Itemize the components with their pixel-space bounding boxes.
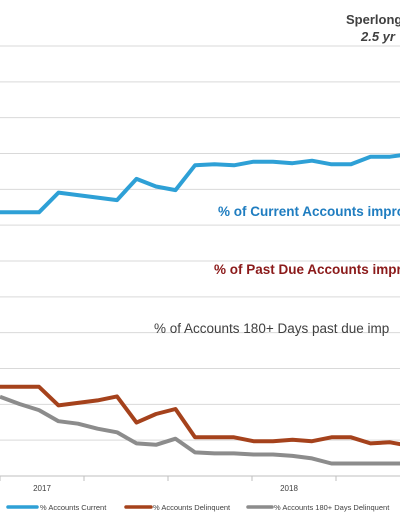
annotation-past-due: % of Past Due Accounts impro	[214, 262, 400, 277]
series-lines	[0, 153, 400, 466]
annotation-current: % of Current Accounts impro	[218, 204, 400, 219]
series-line-accounts-delinquent	[0, 384, 400, 447]
chart-title: Sperlong	[346, 12, 400, 27]
legend-label-180-days: % Accounts 180+ Days Delinquent	[274, 503, 390, 512]
x-axis-ticks	[0, 476, 337, 481]
x-tick-label-2017: 2017	[33, 484, 51, 493]
annotation-180-days: % of Accounts 180+ Days past due imp	[154, 321, 389, 336]
legend-label-delinquent: % Accounts Delinquent	[153, 503, 231, 512]
series-line-accounts-current	[0, 153, 400, 215]
gridlines	[0, 45, 400, 441]
legend-label-current: % Accounts Current	[40, 503, 107, 512]
x-tick-label-2018: 2018	[280, 484, 298, 493]
chart-subtitle: 2.5 yr	[360, 29, 396, 44]
series-line-accounts-180-days-delinquent	[0, 394, 400, 466]
legend: % Accounts Current % Accounts Delinquent…	[6, 503, 390, 512]
